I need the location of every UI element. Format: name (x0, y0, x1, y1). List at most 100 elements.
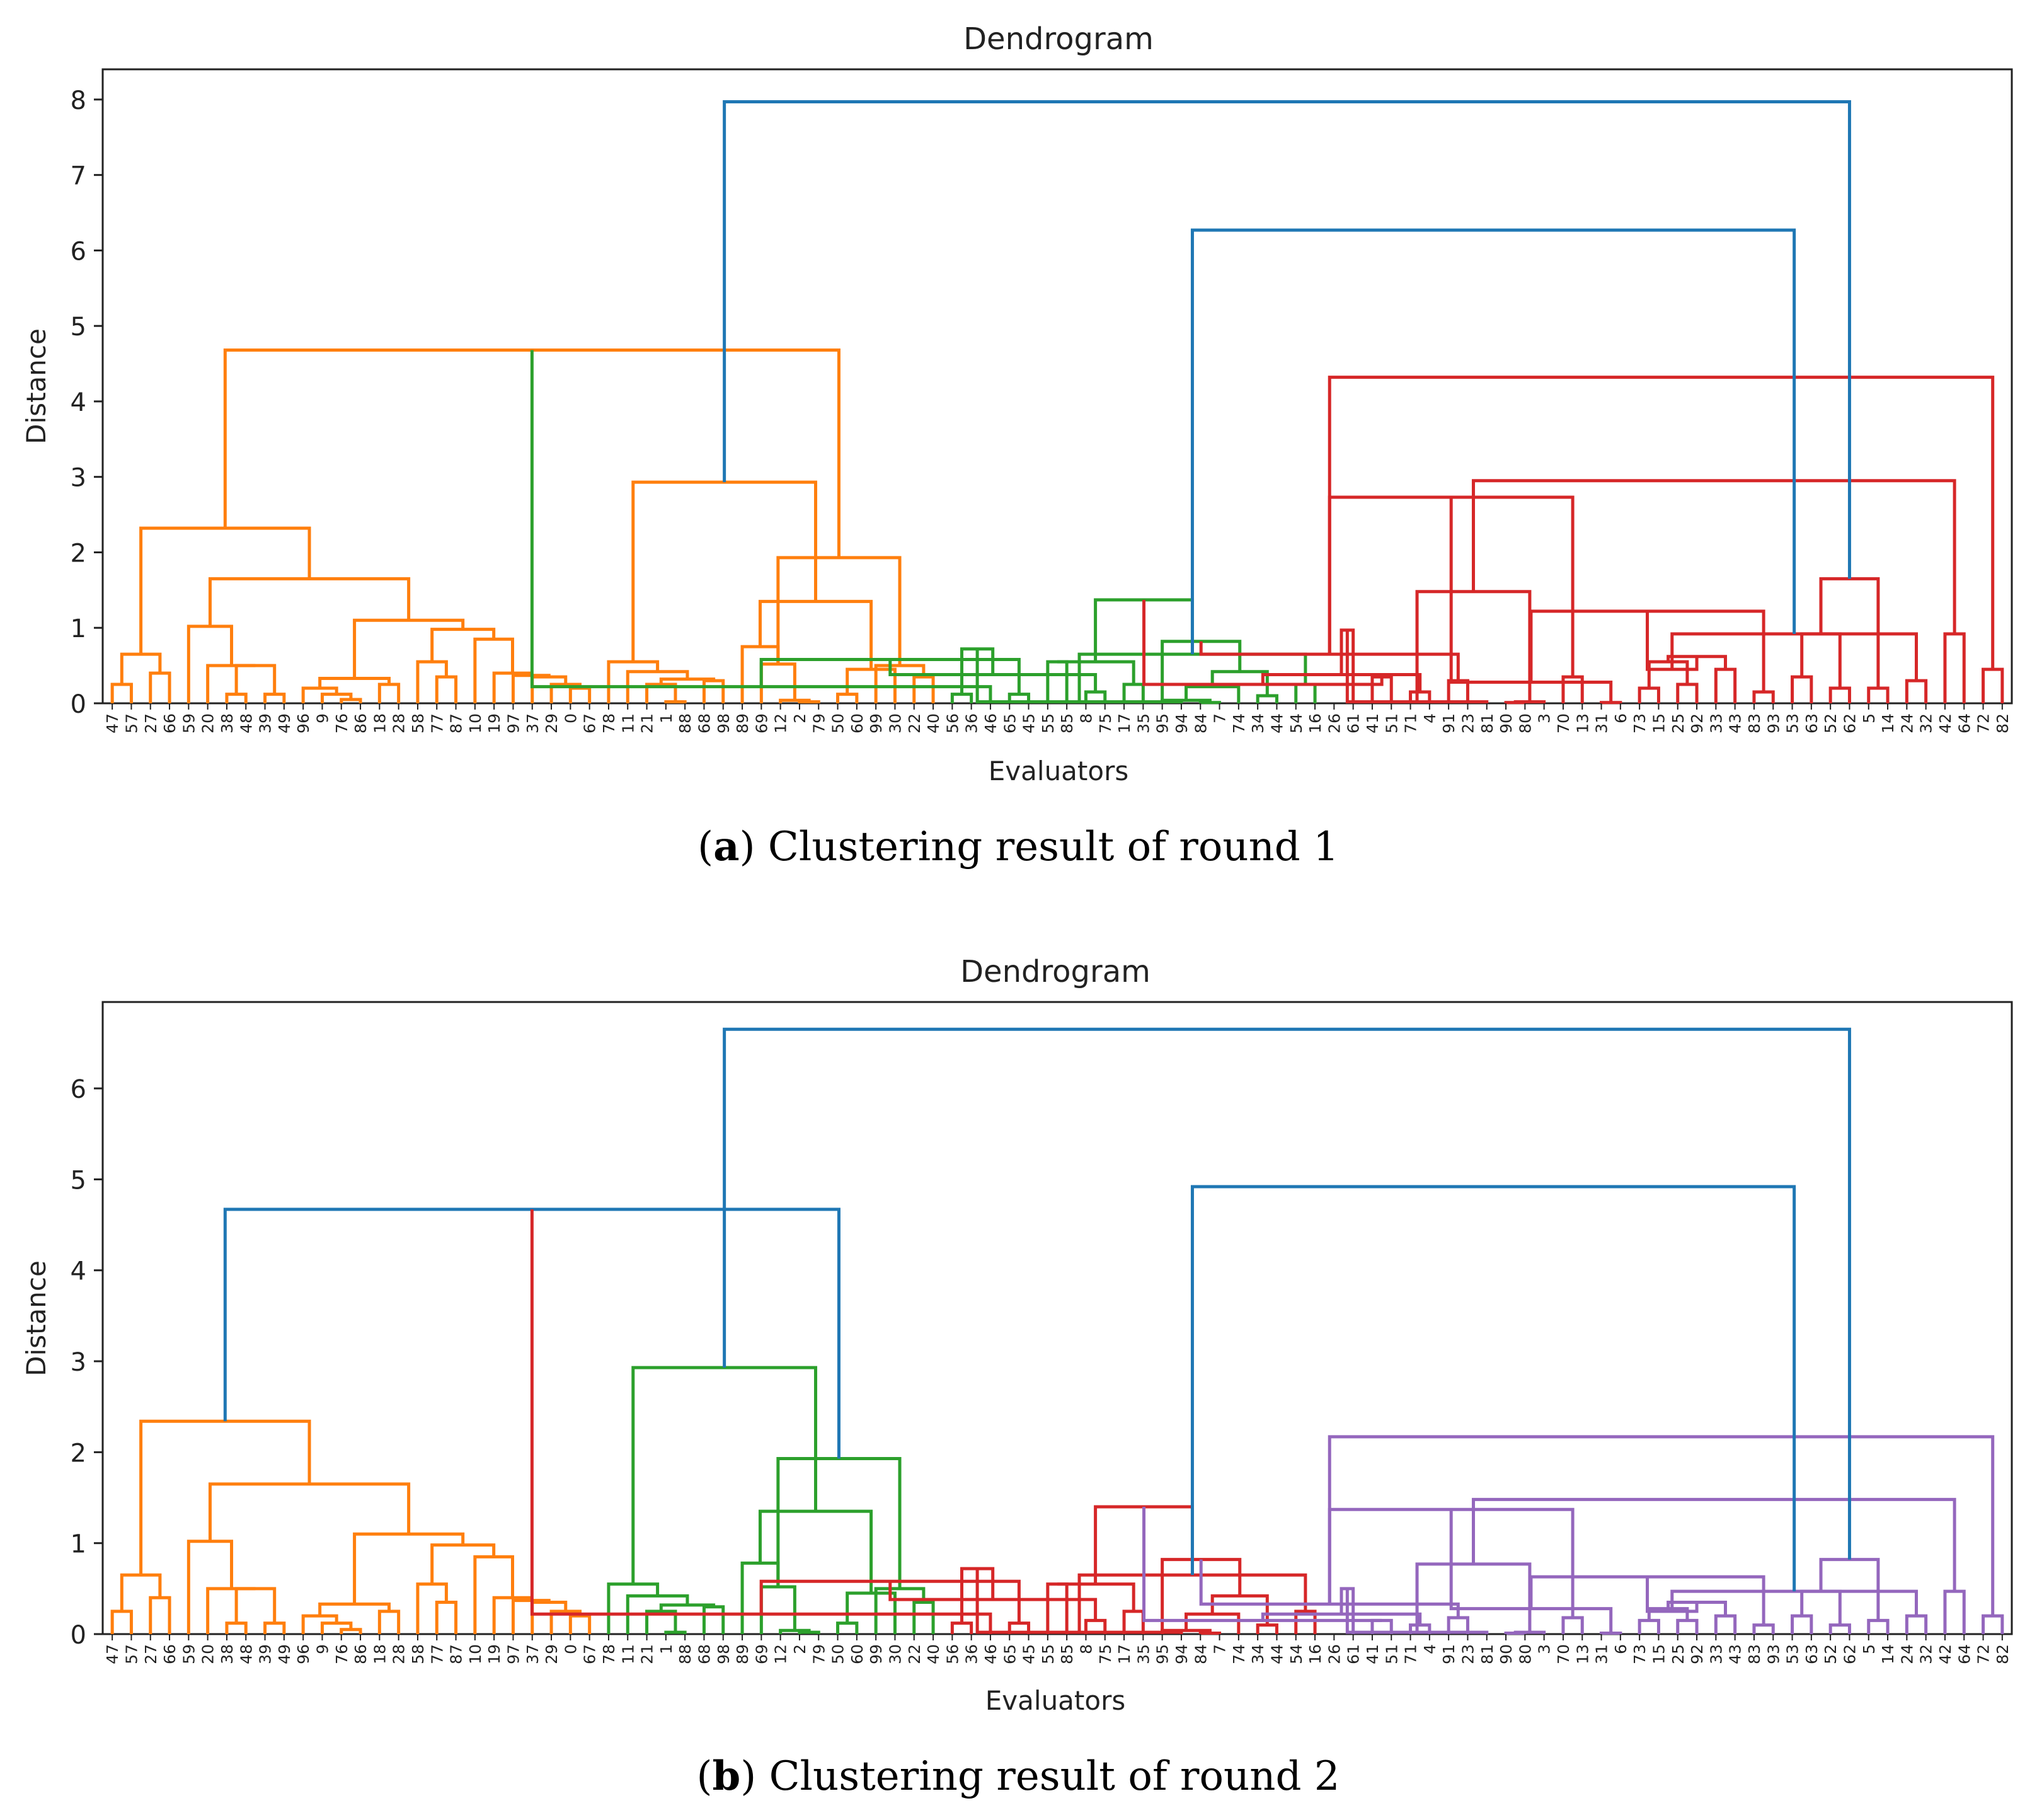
leaf-label: 68 (695, 713, 713, 734)
leaf-label: 55 (1039, 713, 1057, 734)
leaf-label: 99 (867, 713, 885, 734)
leaf-label: 4 (1421, 713, 1439, 723)
leaf-label: 35 (1134, 713, 1152, 734)
dendrogram-link (149, 671, 171, 703)
dendrogram-link (1982, 667, 2004, 703)
dendrogram-link (702, 1605, 725, 1634)
leaf-label: 65 (1001, 713, 1019, 734)
leaf-label: 34 (1249, 713, 1267, 734)
leaf-label: 49 (275, 1644, 294, 1664)
leaf-label: 14 (1879, 1644, 1897, 1664)
dendrogram-link (1905, 1614, 1928, 1634)
dendrogram-link (1943, 632, 1966, 703)
leaf-label: 77 (428, 713, 446, 734)
y-axis-label: Distance (21, 328, 52, 444)
leaf-label: 19 (485, 713, 503, 734)
leaf-label: 14 (1879, 713, 1897, 734)
leaf-label: 36 (963, 1644, 981, 1664)
leaf-label: 92 (1688, 713, 1706, 734)
leaf-label: 90 (1497, 1644, 1515, 1664)
leaf-label: 33 (1707, 713, 1725, 734)
leaf-label: 69 (752, 1644, 771, 1664)
leaf-label: 18 (370, 1644, 389, 1664)
leaf-label: 23 (1459, 1644, 1477, 1664)
dendrogram-link (1828, 1623, 1851, 1634)
leaf-label: 78 (600, 1644, 618, 1664)
leaf-label: 35 (1134, 1644, 1152, 1664)
leaf-label: 86 (352, 1644, 370, 1664)
y-tick-label: 6 (71, 1075, 86, 1104)
leaf-label: 54 (1287, 713, 1305, 734)
dendrogram-link (1529, 1575, 1765, 1625)
leaf-label: 80 (1516, 1644, 1534, 1664)
dendrogram-link (1676, 682, 1699, 703)
leaf-label: 74 (1230, 713, 1248, 734)
y-tick-label: 0 (71, 690, 86, 719)
x-axis-label: Evaluators (989, 756, 1128, 786)
dendrogram-link (416, 1582, 448, 1634)
leaf-label: 18 (370, 713, 389, 734)
leaf-label: 97 (504, 713, 522, 734)
dendrogram-link (1752, 690, 1775, 703)
leaf-label: 88 (676, 713, 694, 734)
leaf-label: 58 (409, 1644, 427, 1664)
leaf-label: 98 (714, 1644, 733, 1664)
dendrogram-link (318, 1602, 391, 1616)
dendrogram-link (1714, 1614, 1737, 1634)
dendrogram-link (659, 1603, 716, 1611)
leaf-label: 3 (1535, 1644, 1554, 1654)
dendrogram-link (1199, 1559, 1460, 1618)
leaf-label: 26 (1325, 713, 1343, 734)
leaf-label: 79 (810, 713, 828, 734)
dendrogram-link (110, 682, 133, 703)
dendrogram-link (1600, 1632, 1622, 1635)
leaf-label: 16 (1306, 713, 1324, 734)
leaf-label: 11 (619, 1644, 637, 1664)
caption-a: (a) Clustering result of round 1 (697, 823, 1339, 870)
leaf-label: 8 (1077, 1644, 1095, 1654)
y-tick-label: 5 (71, 1166, 86, 1195)
leaf-label: 71 (1402, 713, 1420, 734)
leaf-label: 78 (600, 713, 618, 734)
dendrogram-link (1828, 686, 1851, 703)
leaf-label: 73 (1631, 713, 1649, 734)
leaf-label: 30 (886, 1644, 904, 1664)
leaf-label: 11 (619, 713, 637, 734)
leaf-label: 32 (1917, 1644, 1936, 1664)
leaf-label: 64 (1955, 1644, 1973, 1664)
leaf-label: 22 (905, 713, 924, 734)
dendrogram-link (1513, 700, 1546, 704)
leaf-label: 76 (333, 713, 351, 734)
leaf-label: 0 (561, 713, 580, 723)
leaf-label: 60 (848, 1644, 866, 1664)
dendrogram-link (723, 1027, 1851, 1560)
x-axis-label: Evaluators (985, 1685, 1125, 1716)
dendrogram-link (1370, 675, 1393, 703)
leaf-label: 87 (447, 713, 466, 734)
dendrogram-link (645, 682, 677, 703)
dendrogram-link (1471, 1497, 1956, 1592)
leaf-label: 83 (1745, 713, 1764, 734)
leaf-label: 67 (581, 1644, 599, 1664)
leaf-label: 46 (982, 1644, 1000, 1664)
dendrogram-link (208, 577, 411, 626)
leaf-label: 84 (1191, 713, 1210, 734)
dendrogram-link (1471, 479, 1956, 634)
leaf-label: 23 (1459, 713, 1477, 734)
leaf-label: 2 (791, 713, 809, 723)
dendrogram-link (950, 693, 973, 703)
leaf-label: 75 (1096, 1644, 1115, 1664)
leaf-label: 60 (848, 713, 866, 734)
leaf-label: 29 (542, 713, 561, 734)
dendrogram-link (186, 1540, 234, 1634)
leaf-label: 45 (1020, 713, 1038, 734)
leaf-label: 28 (390, 713, 408, 734)
leaf-label: 21 (638, 713, 657, 734)
leaf-label: 66 (161, 1644, 179, 1664)
dendrogram-link (223, 1207, 841, 1459)
dendrogram-link (1752, 1623, 1775, 1634)
leaf-label: 62 (1840, 1644, 1859, 1664)
leaf-label: 97 (504, 1644, 522, 1664)
leaf-label: 84 (1191, 1644, 1210, 1664)
